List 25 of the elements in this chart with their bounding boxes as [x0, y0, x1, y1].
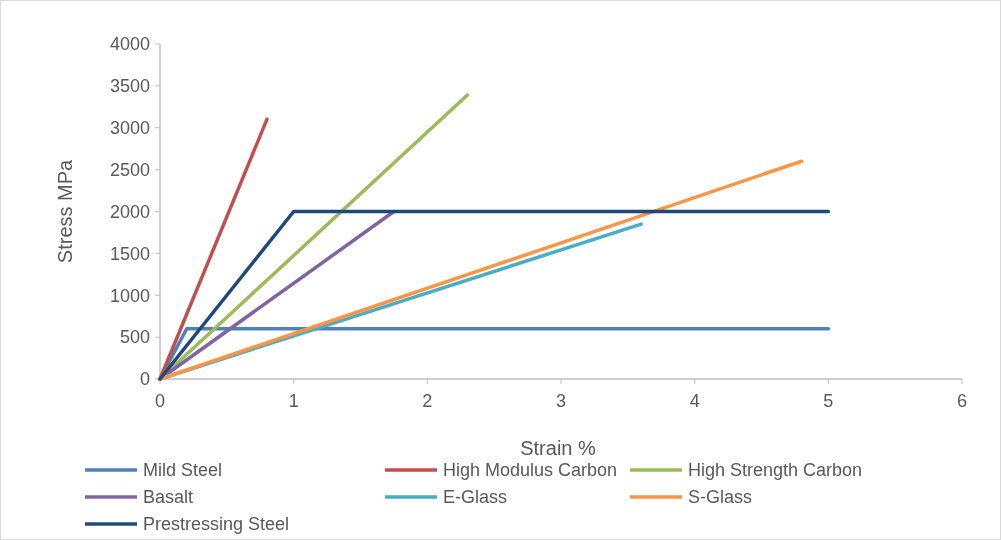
x-tick-label: 6 [956, 391, 968, 411]
legend-label: Basalt [143, 487, 194, 508]
x-tick-label: 1 [288, 391, 299, 411]
x-tick-label: 2 [422, 391, 433, 411]
y-tick-label: 4000 [109, 34, 150, 55]
legend-label: Mild Steel [143, 460, 223, 481]
y-tick-label: 1500 [109, 243, 150, 264]
y-tick-label: 3500 [109, 76, 150, 97]
x-tick-label: 4 [689, 391, 700, 411]
y-tick-label: 2000 [109, 201, 150, 222]
y-tick-label: 3000 [109, 118, 150, 139]
x-axis-title: Strain % [520, 437, 597, 459]
x-tick-label: 3 [555, 391, 567, 411]
legend-label: High Modulus Carbon [443, 460, 618, 481]
legend-label: S-Glass [688, 487, 753, 508]
legend-label: High Strength Carbon [688, 460, 863, 481]
x-tick-label: 5 [823, 391, 834, 411]
y-tick-label: 500 [119, 327, 150, 348]
legend-label: E-Glass [443, 487, 508, 508]
x-tick-label: 0 [154, 391, 166, 411]
legend-label: Prestressing Steel [143, 514, 290, 535]
y-tick-label: 1000 [109, 285, 150, 306]
y-axis-title: Stress MPa [54, 158, 76, 264]
y-tick-label: 2500 [109, 159, 150, 180]
y-tick-label: 0 [139, 369, 150, 390]
